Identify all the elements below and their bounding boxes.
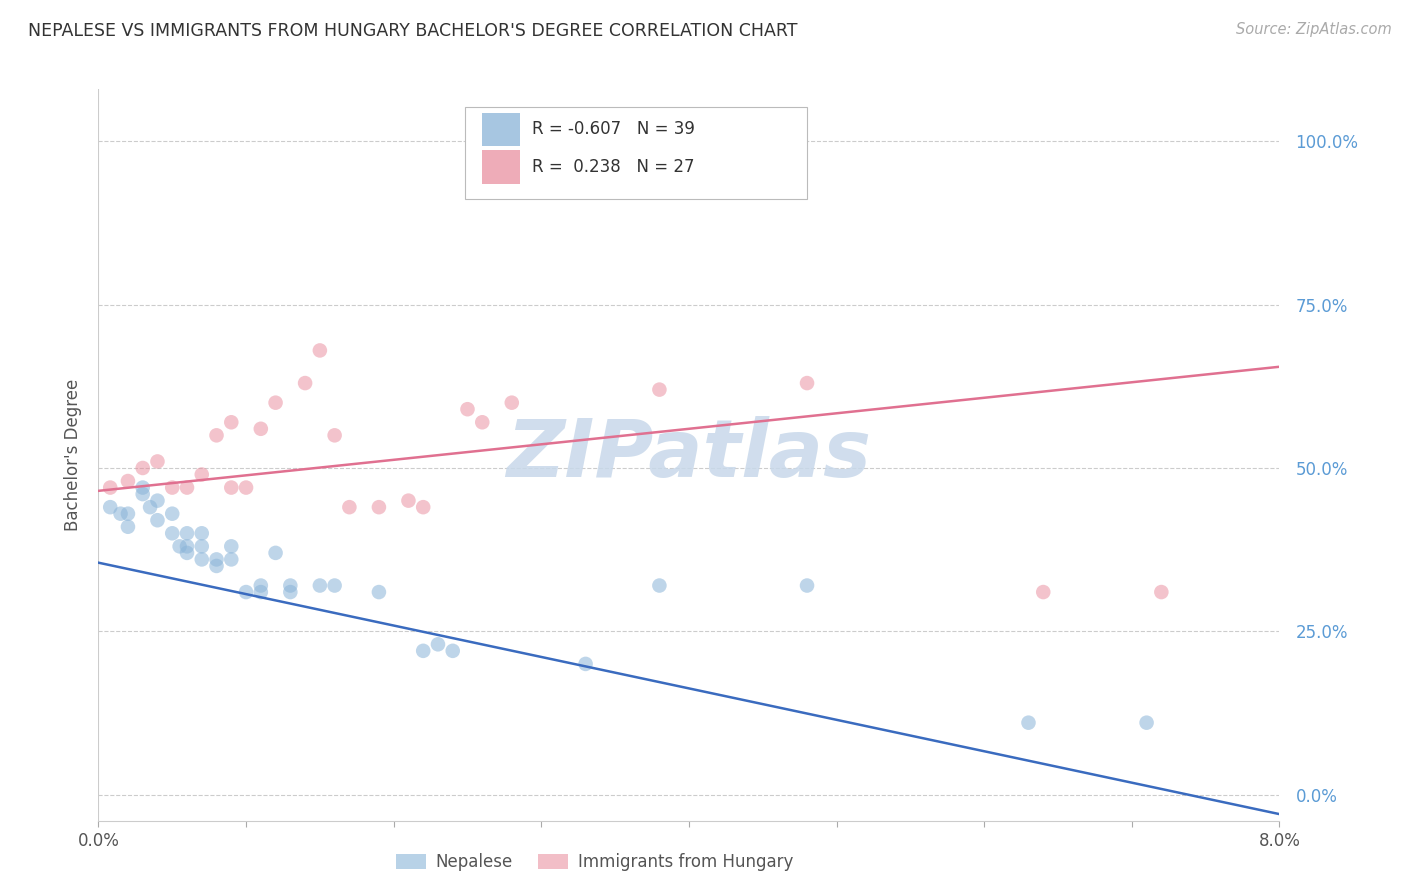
Text: NEPALESE VS IMMIGRANTS FROM HUNGARY BACHELOR'S DEGREE CORRELATION CHART: NEPALESE VS IMMIGRANTS FROM HUNGARY BACH… (28, 22, 797, 40)
Point (191, 526, 214, 541)
Point (323, 428, 346, 442)
Point (250, 578, 273, 592)
Text: R =  0.238   N = 27: R = 0.238 N = 27 (531, 158, 695, 177)
Point (278, 585, 301, 599)
Point (205, 552, 228, 566)
Point (176, 546, 198, 560)
Point (294, 376, 316, 390)
Point (98, 500, 121, 515)
FancyBboxPatch shape (464, 108, 807, 199)
Point (117, 474, 139, 488)
Point (471, 415, 494, 429)
Point (132, 461, 155, 475)
Text: R = -0.607   N = 39: R = -0.607 N = 39 (531, 120, 695, 138)
Point (250, 585, 273, 599)
Point (337, 500, 360, 515)
Point (396, 493, 419, 508)
Point (110, 507, 132, 521)
Point (308, 578, 332, 592)
Point (205, 428, 228, 442)
Point (176, 481, 198, 495)
Point (323, 578, 346, 592)
Point (796, 376, 818, 390)
Point (278, 578, 301, 592)
Point (176, 539, 198, 553)
Point (796, 578, 818, 592)
Point (235, 585, 257, 599)
Point (162, 481, 183, 495)
Point (441, 644, 464, 658)
Point (219, 552, 242, 566)
Point (412, 500, 434, 515)
Legend: Nepalese, Immigrants from Hungary: Nepalese, Immigrants from Hungary (389, 847, 800, 878)
Point (146, 493, 169, 508)
Point (219, 539, 242, 553)
Point (98, 481, 121, 495)
Point (308, 343, 332, 358)
Point (191, 467, 214, 482)
Point (191, 539, 214, 553)
Point (146, 454, 169, 468)
Point (367, 585, 389, 599)
Point (1032, 585, 1054, 599)
Point (501, 395, 523, 409)
Point (367, 500, 389, 515)
Point (426, 637, 449, 651)
Point (264, 395, 287, 409)
Point (648, 383, 671, 397)
Point (139, 500, 162, 515)
Point (1017, 715, 1039, 730)
Text: ZIPatlas: ZIPatlas (506, 416, 872, 494)
Point (117, 507, 139, 521)
Point (132, 487, 155, 501)
Point (176, 526, 198, 541)
Point (1135, 715, 1157, 730)
Point (219, 415, 242, 429)
Point (456, 402, 478, 417)
Point (169, 539, 191, 553)
Point (162, 507, 183, 521)
Point (146, 513, 169, 527)
Point (250, 422, 273, 436)
FancyBboxPatch shape (482, 112, 520, 146)
Point (235, 481, 257, 495)
Point (205, 558, 228, 573)
Point (1150, 585, 1173, 599)
Point (574, 657, 596, 671)
Point (132, 481, 155, 495)
Point (219, 481, 242, 495)
Y-axis label: Bachelor's Degree: Bachelor's Degree (63, 379, 82, 531)
FancyBboxPatch shape (482, 151, 520, 184)
Point (648, 578, 671, 592)
Point (264, 546, 287, 560)
Point (162, 526, 183, 541)
Point (117, 520, 139, 534)
Point (412, 644, 434, 658)
Point (191, 552, 214, 566)
Text: Source: ZipAtlas.com: Source: ZipAtlas.com (1236, 22, 1392, 37)
